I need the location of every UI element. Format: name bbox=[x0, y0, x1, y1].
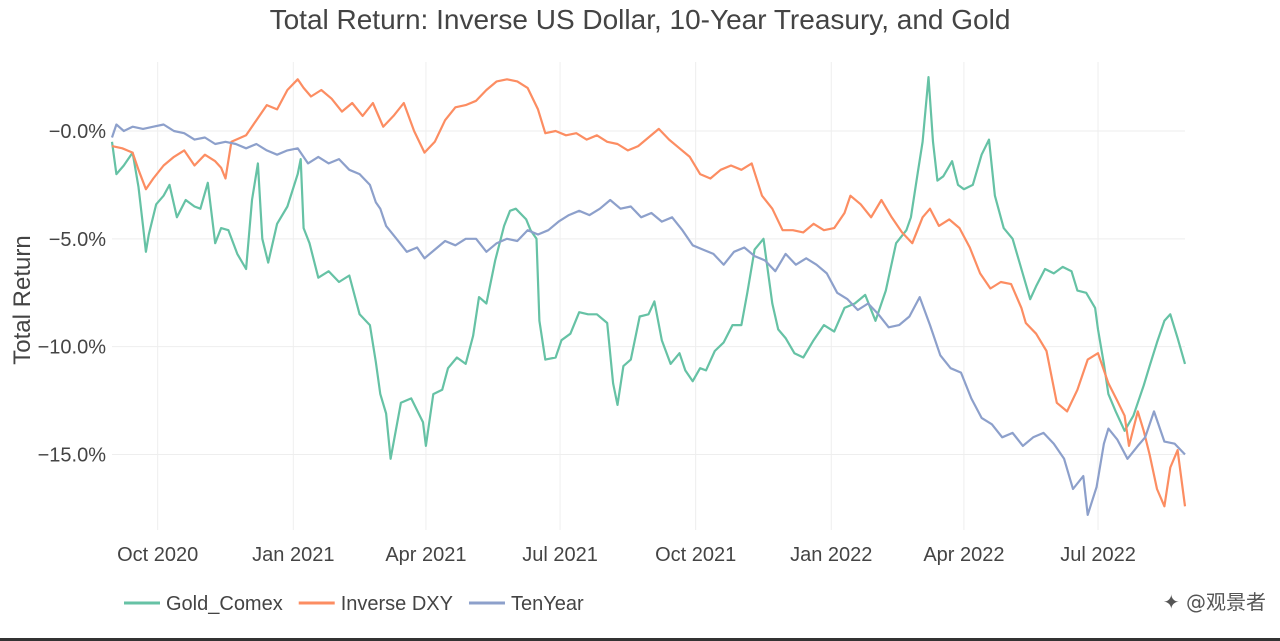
x-tick-label: Oct 2020 bbox=[117, 544, 198, 566]
x-tick-label: Jan 2021 bbox=[252, 544, 334, 566]
y-axis-title: Total Return bbox=[9, 235, 36, 364]
watermark: ✦ @观景者 bbox=[1162, 590, 1266, 614]
x-tick-label: Apr 2021 bbox=[385, 544, 466, 566]
legend: Gold_Comex Inverse DXY TenYear bbox=[124, 593, 584, 615]
y-tick-label: −0.0% bbox=[49, 121, 106, 143]
legend-label-tenyear: TenYear bbox=[511, 593, 584, 615]
x-tick-label: Oct 2021 bbox=[655, 544, 736, 566]
legend-label-gold-comex: Gold_Comex bbox=[166, 593, 283, 615]
y-axis-ticks: −0.0% −5.0% −10.0% −15.0% bbox=[38, 121, 107, 467]
y-tick-label: −10.0% bbox=[38, 337, 107, 359]
series-line-tenyear bbox=[110, 123, 1186, 517]
chart-title: Total Return: Inverse US Dollar, 10-Year… bbox=[269, 4, 1011, 35]
x-tick-label: Apr 2022 bbox=[923, 544, 1004, 566]
y-tick-label: −5.0% bbox=[49, 229, 106, 251]
x-tick-label: Jul 2022 bbox=[1060, 544, 1136, 566]
bottom-border bbox=[0, 638, 1280, 641]
x-axis-ticks: Oct 2020 Jan 2021 Apr 2021 Jul 2021 Oct 2021… bbox=[117, 544, 1136, 566]
series-line-gold-comex bbox=[110, 75, 1187, 460]
series-line-inverse-dxy bbox=[111, 78, 1187, 508]
legend-label-inverse-dxy: Inverse DXY bbox=[341, 593, 453, 615]
x-tick-label: Jan 2022 bbox=[790, 544, 872, 566]
grid bbox=[112, 62, 1185, 530]
series-lines bbox=[110, 75, 1187, 517]
x-tick-label: Jul 2021 bbox=[522, 544, 598, 566]
y-tick-label: −15.0% bbox=[38, 445, 107, 467]
